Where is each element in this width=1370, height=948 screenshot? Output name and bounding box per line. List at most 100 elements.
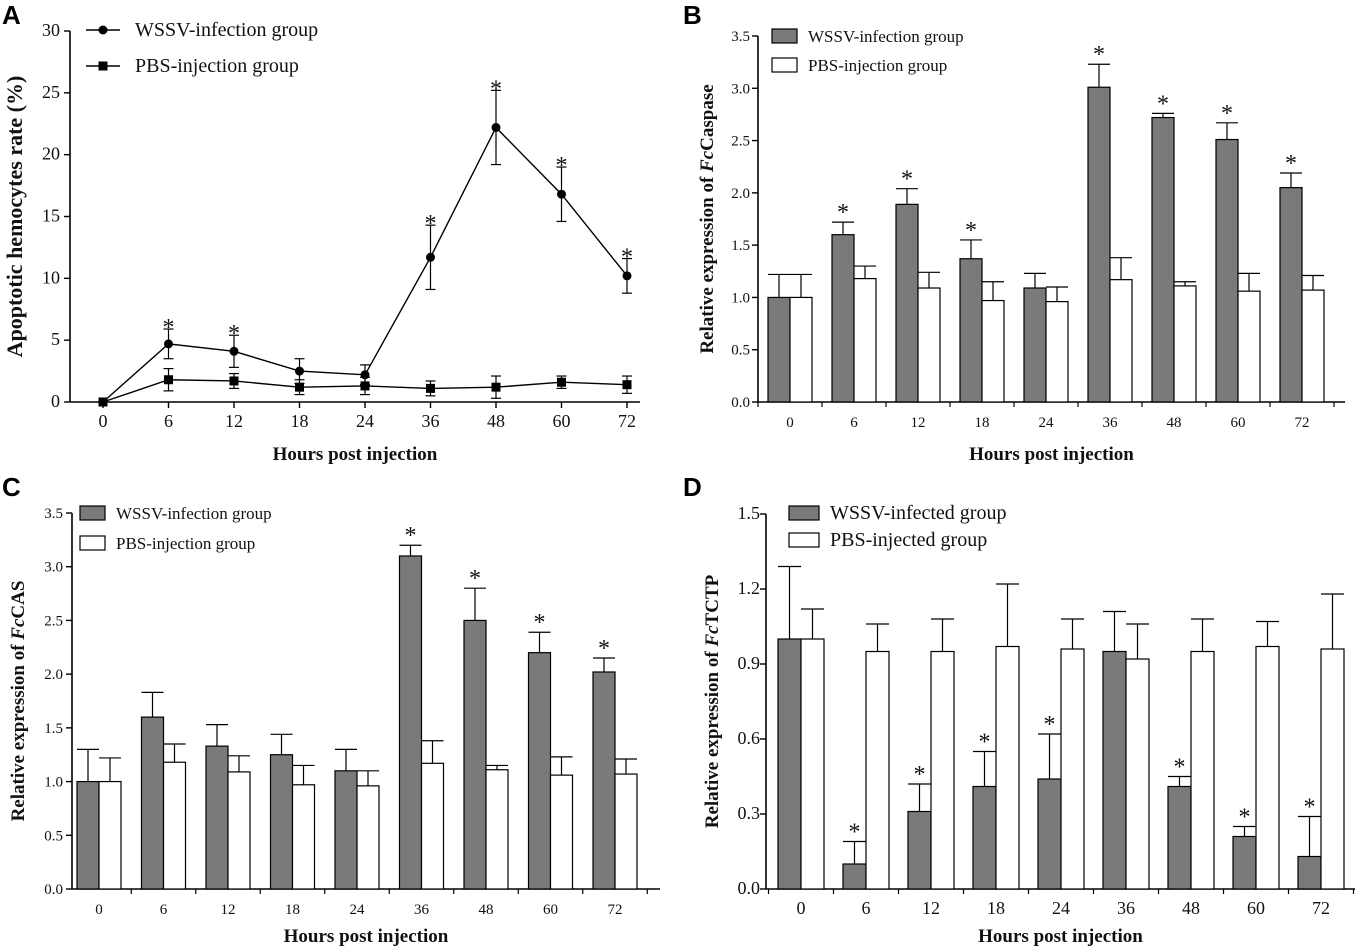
legend-swatch — [771, 28, 798, 44]
bar — [1060, 648, 1085, 890]
y-tick-label: 1.5 — [731, 238, 750, 254]
y-tick-label: 3.5 — [44, 506, 63, 522]
significance-star: * — [1285, 151, 1297, 177]
bar — [162, 761, 187, 890]
y-tick-label: 5 — [51, 329, 60, 349]
bar — [1151, 116, 1175, 403]
legend-swatch — [79, 505, 106, 521]
x-tick-label: 6 — [862, 898, 871, 918]
significance-star: * — [556, 153, 568, 179]
y-axis-label-gene-italic: Fc — [8, 618, 29, 641]
bar — [800, 638, 825, 890]
data-point — [426, 252, 435, 262]
x-tick-label: 60 — [553, 411, 571, 431]
x-axis-label: Hours post injection — [978, 926, 1143, 947]
legend-label: WSSV-infected group — [830, 502, 1006, 524]
bar — [1320, 648, 1345, 890]
legend-swatch — [788, 505, 820, 521]
data-point — [295, 382, 304, 392]
y-tick-label: 30 — [42, 20, 60, 40]
bar — [1301, 289, 1325, 403]
legend-marker — [98, 25, 108, 35]
bar — [895, 203, 919, 403]
y-tick-label: 3.0 — [44, 560, 63, 576]
significance-star: * — [1157, 91, 1169, 117]
data-point — [557, 377, 566, 387]
x-axis-label: Hours post injection — [284, 926, 449, 947]
x-tick-label: 18 — [285, 902, 300, 918]
panel-letter: C — [2, 472, 21, 502]
bar — [1279, 187, 1303, 403]
x-tick-label: 12 — [911, 415, 926, 431]
bar — [1087, 86, 1111, 403]
bar — [1255, 645, 1280, 890]
legend-label: WSSV-infection group — [135, 19, 318, 41]
significance-star: * — [534, 610, 546, 636]
x-tick-label: 24 — [350, 902, 366, 918]
data-point — [557, 189, 566, 199]
x-tick-label: 6 — [160, 902, 168, 918]
x-tick-label: 18 — [975, 415, 990, 431]
y-tick-label: 2.0 — [731, 186, 750, 202]
x-tick-label: 12 — [225, 411, 243, 431]
y-tick-label: 0.6 — [738, 728, 761, 748]
data-point — [360, 381, 370, 391]
significance-star: * — [914, 762, 926, 788]
y-axis-label-gene: TCTP — [702, 574, 723, 625]
bar — [995, 645, 1020, 890]
y-tick-label: 3.5 — [731, 29, 750, 45]
bar — [907, 810, 932, 890]
bar — [1102, 650, 1127, 890]
x-tick-label: 36 — [422, 411, 440, 431]
y-axis-label-gene: Caspase — [697, 84, 718, 151]
legend-label: PBS-injection group — [116, 534, 255, 553]
x-tick-label: 72 — [1312, 898, 1330, 918]
significance-star: * — [849, 820, 861, 846]
data-point — [164, 339, 173, 349]
x-tick-label: 48 — [1182, 898, 1200, 918]
x-axis-label: Hours post injection — [969, 444, 1134, 465]
x-tick-label: 6 — [164, 411, 173, 431]
significance-star: * — [405, 523, 417, 549]
x-tick-label: 36 — [1103, 415, 1119, 431]
x-tick-label: 0 — [95, 902, 103, 918]
y-axis-label: Relative expression of FcCAS — [8, 581, 29, 822]
x-tick-label: 18 — [291, 411, 309, 431]
legend-marker — [98, 61, 108, 71]
y-axis-label-gene-italic: Fc — [702, 625, 723, 648]
series-line-0 — [102, 126, 628, 403]
y-tick-label: 20 — [42, 144, 60, 164]
x-tick-label: 48 — [479, 902, 494, 918]
x-tick-label: 72 — [608, 902, 623, 918]
bar — [98, 780, 122, 890]
bar — [291, 784, 316, 890]
panel-c: C 0.0 0.5 1.0 1.5 2.0 2.5 3.0 3.5 0 6 12 18 24 36 48 60 7… — [2, 472, 660, 947]
bar — [356, 785, 380, 890]
significance-star: * — [469, 566, 481, 592]
significance-star: * — [979, 730, 991, 756]
bar — [1297, 855, 1322, 890]
data-point — [491, 382, 501, 392]
data-point — [164, 375, 173, 385]
x-tick-label: 0 — [797, 898, 806, 918]
bar — [614, 773, 638, 890]
significance-star: * — [621, 245, 633, 271]
bar — [767, 296, 791, 403]
bar — [398, 555, 423, 890]
x-tick-label: 0 — [786, 415, 794, 431]
bar — [930, 650, 955, 890]
legend-label: WSSV-infection group — [116, 504, 272, 523]
y-axis-label: Relative expression of FcCaspase — [697, 84, 718, 353]
bar — [1215, 138, 1239, 403]
y-tick-label: 2.0 — [44, 667, 63, 683]
significance-star: * — [837, 200, 849, 226]
significance-star: * — [1044, 712, 1056, 738]
y-tick-label: 25 — [42, 82, 60, 102]
bar — [463, 619, 487, 890]
y-tick-label: 0.0 — [731, 395, 750, 411]
y-tick-label: 1.0 — [731, 290, 750, 306]
y-axis-label-gene: CAS — [8, 581, 29, 619]
bar — [76, 780, 100, 890]
significance-star: * — [163, 315, 175, 341]
